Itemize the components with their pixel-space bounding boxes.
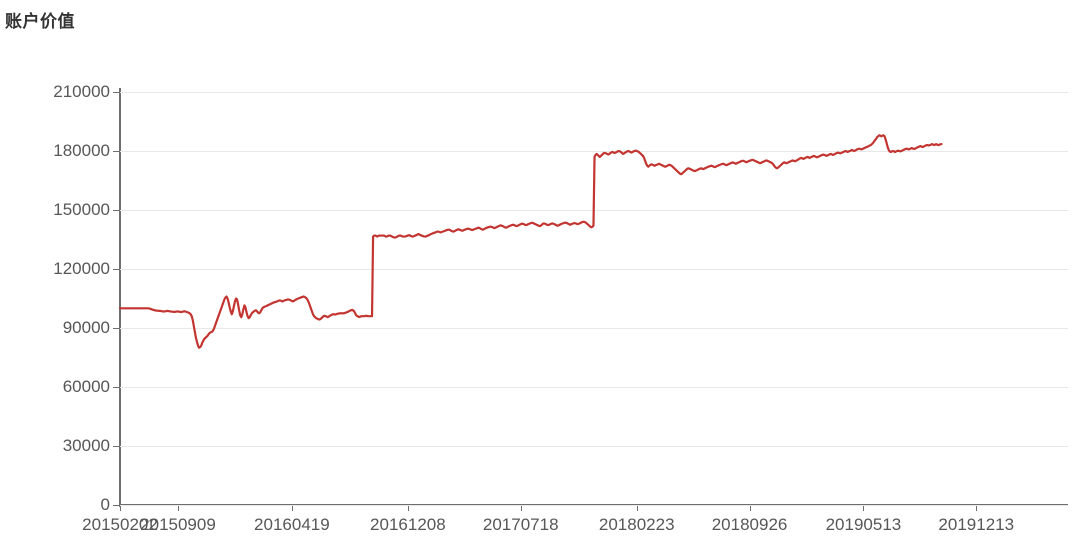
x-tick-label: 20161208 [370, 515, 446, 534]
y-tick-label: 90000 [62, 318, 110, 337]
y-tick-mark [113, 92, 120, 93]
x-tick-label: 20180223 [598, 515, 675, 534]
y-tick-label: 30000 [62, 436, 110, 455]
x-tick-mark [177, 505, 179, 511]
series-line-chart [118, 134, 943, 349]
gridline [120, 387, 1068, 388]
x-tick-mark [520, 505, 522, 511]
y-tick-label: 180000 [53, 141, 110, 160]
x-tick-label: 20191213 [938, 515, 1015, 534]
x-tick-mark [749, 505, 751, 511]
y-tick-mark [113, 269, 120, 270]
x-tick-label: 20170718 [482, 515, 559, 534]
x-tick-label: 20150202 [82, 515, 158, 534]
y-tick-mark [113, 446, 120, 447]
gridline [120, 92, 1068, 93]
x-tick-label: 20180926 [711, 515, 788, 534]
x-tick-mark [636, 505, 638, 511]
x-tick-mark [976, 505, 978, 511]
gridline [120, 446, 1068, 447]
plot-area [113, 92, 1068, 506]
y-tick-mark [113, 328, 120, 329]
gridline [120, 269, 1068, 270]
gridline [120, 328, 1068, 329]
x-tick-label: 20160419 [254, 515, 330, 534]
y-tick-label: 120000 [53, 259, 110, 278]
y-tick-label: 0 [100, 495, 110, 514]
x-tick-mark [291, 505, 293, 511]
x-tick-mark [863, 505, 865, 511]
y-tick-label: 60000 [62, 377, 110, 396]
x-tick-label: 20150909 [140, 515, 216, 534]
y-axis-line [119, 88, 121, 507]
gridline [120, 151, 1068, 152]
x-tick-label: 20190513 [825, 515, 902, 534]
y-tick-mark [113, 210, 120, 211]
y-tick-mark [113, 387, 120, 388]
y-tick-mark [113, 151, 120, 152]
y-tick-label: 150000 [53, 200, 110, 219]
y-tick-label: 210000 [53, 82, 110, 101]
series-line-account-value [118, 134, 943, 349]
x-tick-mark [120, 505, 121, 511]
x-tick-mark [407, 505, 409, 511]
gridline [120, 505, 1068, 506]
y-tick-mark [113, 505, 120, 506]
chart-title: 账户价值 [5, 12, 75, 31]
